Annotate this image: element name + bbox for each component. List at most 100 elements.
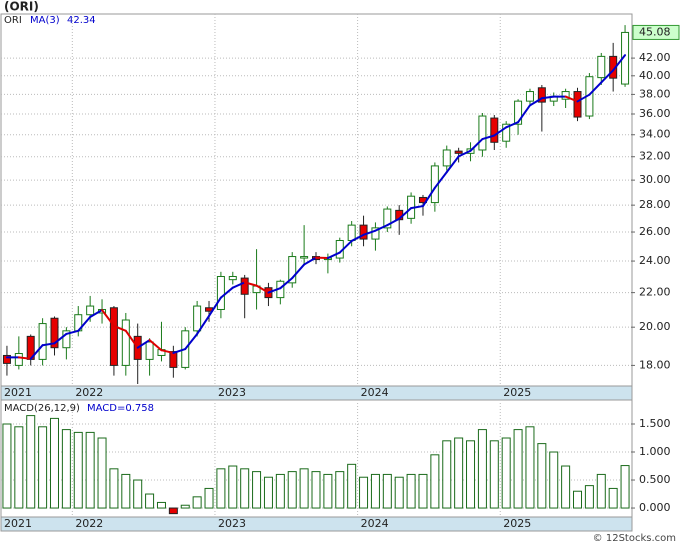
ma-segment — [231, 281, 246, 289]
ma-segment — [148, 339, 163, 352]
ma-segment — [136, 339, 151, 349]
ma-segment — [208, 296, 222, 317]
x-tick-label: 2025 — [503, 386, 531, 399]
candle-body — [14, 353, 23, 366]
ma-segment — [17, 356, 32, 360]
ma-segment — [410, 205, 424, 210]
macd-bar — [311, 471, 321, 509]
ma-segment — [124, 329, 139, 349]
macd-bar — [442, 440, 452, 509]
candle-body — [109, 307, 118, 366]
candle-body — [478, 115, 487, 151]
macd-bar — [168, 507, 178, 515]
candle-body — [228, 275, 237, 281]
macd-bar — [252, 471, 262, 509]
x-tick-label: 2021 — [4, 386, 32, 399]
watermark: © 12Stocks.com — [593, 533, 676, 544]
macd-bar — [216, 468, 226, 509]
candle-body — [573, 91, 582, 118]
y-tick-label: 40.00 — [639, 69, 671, 82]
macd-bar — [382, 473, 392, 509]
macd-bar — [180, 504, 190, 509]
y-tick-label: 20.00 — [639, 320, 671, 333]
candle-body — [490, 117, 499, 143]
candle-body — [240, 277, 249, 295]
ma-segment — [77, 315, 92, 332]
candle-body — [502, 123, 511, 142]
candle-body — [193, 305, 202, 332]
ma-segment — [338, 239, 353, 254]
ma-segment — [493, 126, 508, 137]
macd-bar — [620, 465, 630, 509]
candle-body — [347, 224, 356, 241]
macd-bar — [156, 501, 166, 509]
macd-bar — [561, 465, 571, 509]
candle-body — [288, 256, 297, 284]
x-tick-label: 2024 — [361, 517, 389, 530]
y-tick-label: 30.00 — [639, 173, 671, 186]
macd-bar — [501, 437, 511, 509]
ma-value: 42.34 — [67, 15, 96, 26]
x-tick-label: 2023 — [218, 517, 246, 530]
macd-bar — [347, 463, 357, 509]
ma-segment — [528, 97, 543, 107]
ma-segment — [600, 69, 615, 84]
ma-segment — [445, 155, 460, 174]
ma-segment — [160, 349, 175, 354]
macd-bar — [287, 471, 297, 509]
macd-bar — [2, 423, 12, 509]
macd-bar — [335, 471, 345, 509]
macd-bar — [299, 468, 309, 509]
ma-segment — [112, 324, 127, 332]
candle-body — [38, 323, 47, 360]
x-tick-label: 2025 — [503, 517, 531, 530]
ma-segment — [374, 224, 389, 232]
x-tick-label: 2021 — [4, 517, 32, 530]
macd-bar — [263, 476, 273, 509]
macd-bar — [573, 490, 583, 509]
macd-bar — [537, 443, 547, 509]
candle-body — [121, 319, 130, 366]
candle-body — [300, 256, 309, 259]
ma-segment — [398, 207, 413, 220]
ma-segment — [101, 309, 115, 327]
macd-bar — [418, 473, 428, 509]
macd-bar — [323, 473, 333, 509]
ma-segment — [279, 277, 294, 290]
macd-bar — [228, 465, 238, 509]
ma-segment — [172, 348, 187, 354]
macd-bar — [38, 426, 48, 509]
ma-segment — [505, 121, 520, 129]
macd-value: MACD=0.758 — [87, 403, 154, 414]
candle-body — [2, 354, 11, 364]
candle-body — [50, 317, 59, 349]
y-tick-label: 1.000 — [639, 445, 671, 458]
ma-segment — [326, 251, 341, 260]
candle-body — [442, 149, 451, 167]
ma-segment — [588, 81, 603, 96]
x-tick-label: 2024 — [361, 386, 389, 399]
y-tick-label: 28.00 — [639, 198, 671, 211]
ma-segment — [267, 287, 282, 294]
ma-segment — [612, 54, 627, 72]
x-tick-label: 2022 — [75, 386, 103, 399]
macd-bar — [145, 493, 155, 509]
candle-body — [561, 91, 570, 100]
ma-segment — [41, 342, 56, 347]
macd-bar — [275, 473, 285, 509]
candle-body — [514, 100, 523, 125]
candle-body — [86, 305, 95, 316]
candle-body — [169, 351, 178, 368]
macd-bar — [549, 451, 559, 509]
ma-segment — [457, 149, 472, 158]
macd-prefix: MACD= — [87, 403, 125, 414]
ma-segment — [469, 138, 484, 152]
candle-body — [537, 87, 546, 103]
macd-bar — [406, 473, 416, 509]
macd-bar — [204, 487, 214, 509]
price-tag: 45.08 — [639, 25, 671, 38]
macd-bar — [85, 431, 95, 509]
ma-segment — [65, 329, 80, 335]
macd-bar — [584, 485, 594, 509]
